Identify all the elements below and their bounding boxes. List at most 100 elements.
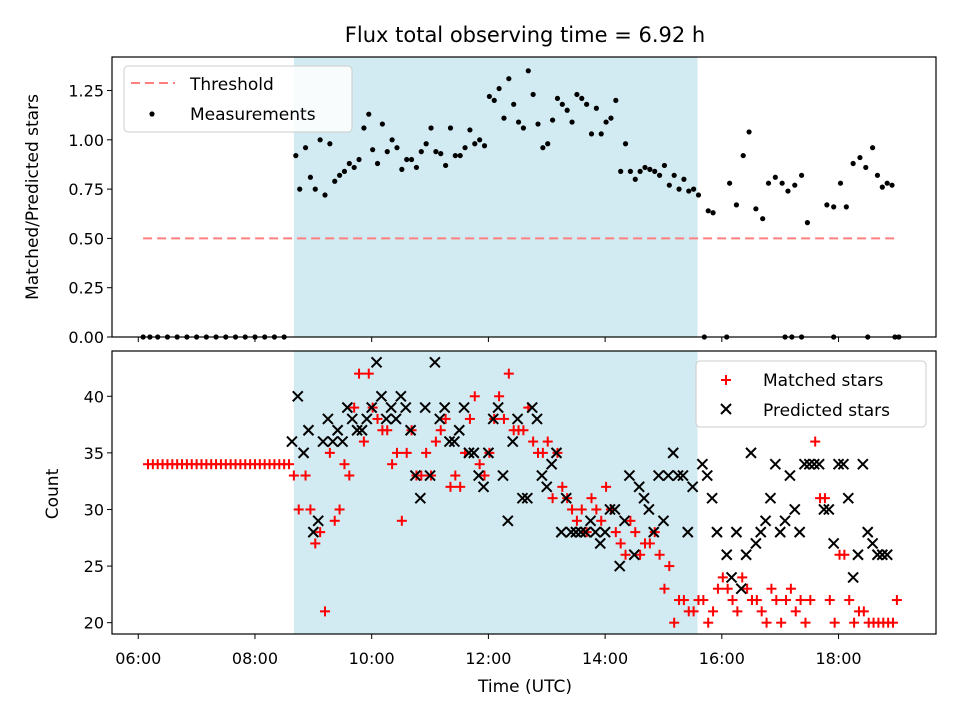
matched-star-point [819, 493, 830, 504]
predicted-star-point [351, 424, 363, 436]
measurement-point [501, 115, 507, 121]
measurement-point [889, 182, 895, 188]
matched-star-point [576, 504, 587, 515]
x-tick-label: 12:00 [465, 649, 511, 668]
matched-star-point [888, 617, 899, 628]
matched-star-point [455, 481, 466, 492]
measurement-point [374, 160, 381, 167]
matched-star-point [358, 436, 369, 447]
matched-star-point [349, 402, 360, 413]
predicted-star-point [385, 401, 397, 414]
predicted-star-point [832, 458, 845, 470]
predicted-star-point [779, 515, 791, 527]
matched-star-point [479, 470, 490, 481]
plot-layer: 0.00 0.25 0.50 0.75 1.00 1.25 20 25 30 35 40 06:00 0… [68, 56, 937, 668]
predicted-star-point [453, 424, 465, 436]
matched-star-point [800, 617, 811, 628]
x-tick-label: 16:00 [699, 649, 745, 668]
matched-star-point [474, 459, 485, 470]
top-legend: Threshold Measurements [123, 65, 353, 133]
matched-star-point [659, 583, 670, 594]
measurement-point [297, 186, 303, 192]
measurement-point [760, 216, 766, 222]
matched-star-point [766, 583, 777, 594]
predicted-star-point [555, 526, 568, 538]
predicted-star-point [866, 537, 879, 550]
predicted-star-point [633, 481, 645, 493]
matched-star-point [751, 595, 762, 606]
matched-star-point [722, 583, 733, 594]
matched-star-point [742, 583, 753, 594]
measurement-point [798, 172, 805, 178]
y-tick-label: 0.00 [68, 328, 104, 347]
legend-measurement-swatch [149, 111, 155, 117]
matched-star-point [717, 572, 728, 583]
legend-matched-label: Matched stars [763, 371, 883, 391]
measurement-point [356, 156, 362, 163]
matched-star-point [339, 459, 350, 470]
predicted-star-point [550, 447, 563, 459]
predicted-star-point [331, 424, 344, 436]
matched-star-point [708, 606, 719, 617]
predicted-star-point [784, 469, 796, 482]
matched-star-point [829, 617, 840, 628]
measurement-point [622, 141, 629, 147]
matched-star-point [324, 447, 335, 458]
measurement-point [879, 184, 885, 190]
measurement-point [462, 145, 468, 151]
matched-star-point [363, 368, 374, 379]
measurement-point [824, 202, 830, 208]
measurement-point [661, 162, 668, 169]
matched-star-point [464, 413, 475, 424]
matched-star-point [518, 425, 529, 436]
matched-star-point [678, 595, 689, 606]
predicted-star-point [409, 469, 422, 482]
measurement-point [772, 174, 778, 180]
legend-measurement-label: Measurements [190, 105, 316, 125]
predicted-star-point [871, 549, 884, 561]
measurement-point [472, 141, 478, 147]
matched-star-point [601, 481, 612, 492]
predicted-star-point [594, 537, 606, 550]
predicted-star-point [365, 401, 378, 414]
matched-star-point [644, 538, 655, 549]
measurement-point [515, 119, 522, 125]
measurement-point [627, 168, 634, 174]
predicted-star-point [589, 526, 602, 538]
measurement-point [603, 119, 609, 125]
matched-star-point [329, 515, 340, 526]
bottom-y-axis-label: Count [43, 468, 63, 519]
matched-star-point [445, 481, 456, 492]
matched-star-point [571, 515, 582, 526]
matched-star-point [756, 606, 767, 617]
measurement-point [506, 76, 512, 82]
measurement-point [695, 192, 702, 198]
matched-star-point [320, 606, 331, 617]
measurement-point [452, 152, 458, 159]
matched-star-point [698, 595, 709, 606]
predicted-star-point [662, 469, 675, 482]
matched-star-point [293, 504, 304, 515]
predicted-star-point [312, 515, 324, 527]
predicted-star-point [769, 458, 782, 470]
measurement-point [642, 164, 648, 171]
predicted-star-point [492, 401, 504, 414]
predicted-star-point [803, 458, 816, 470]
x-axis-label: Time (UTC) [477, 677, 572, 697]
predicted-star-point [472, 469, 485, 482]
measurement-point [457, 152, 463, 159]
measurement-point [312, 186, 318, 192]
measurement-point [613, 97, 619, 103]
matched-star-point [547, 493, 558, 504]
measurement-point [341, 168, 348, 174]
predicted-star-point [609, 503, 621, 516]
measurement-point [574, 91, 580, 98]
measurement-point [569, 119, 575, 125]
measurement-point [361, 125, 367, 131]
matched-star-point [284, 459, 295, 470]
predicted-star-point [735, 583, 747, 595]
matched-star-point [810, 436, 821, 447]
measurement-point [322, 192, 328, 198]
predicted-star-point [443, 435, 456, 448]
predicted-star-point [521, 492, 534, 504]
